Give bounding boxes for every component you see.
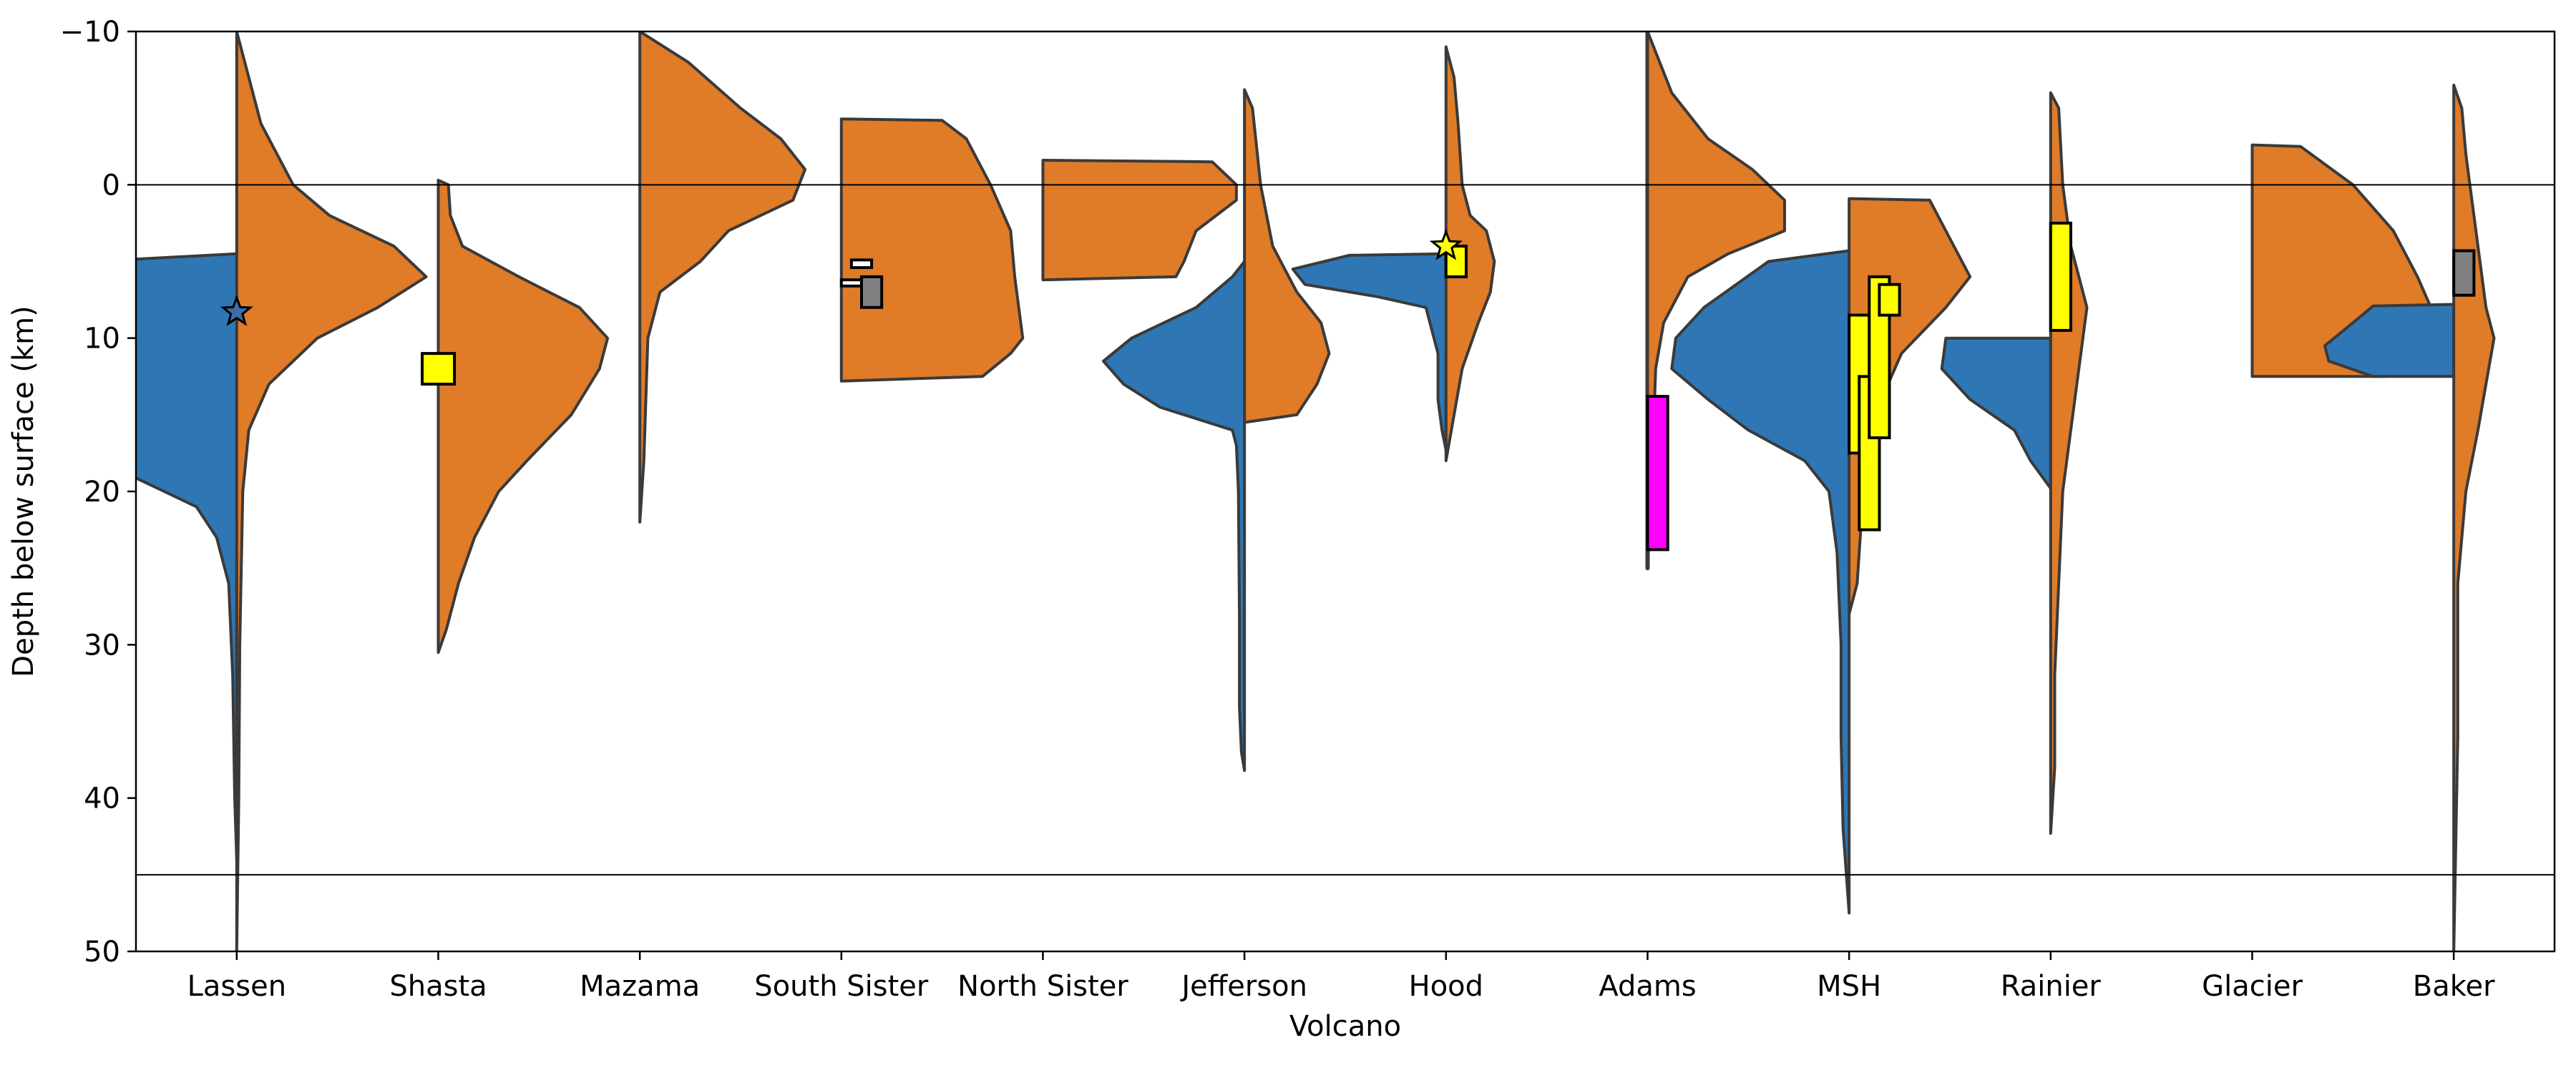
violin-shasta-right [436, 178, 610, 655]
violin-hood-right [1444, 45, 1496, 463]
y-axis: −10 0 10 20 30 40 50 [60, 16, 136, 969]
depth-box-hood-4 [1444, 245, 1468, 279]
y-tick-label: 10 [84, 323, 120, 356]
y-tick-label: 50 [84, 936, 120, 969]
depth-box-msh-9 [1878, 283, 1901, 317]
x-axis-title: Volcano [1289, 1010, 1401, 1043]
y-tick-label: 40 [84, 783, 120, 815]
violin-jefferson-right [1243, 88, 1331, 424]
y-axis-title: Depth below surface (km) [7, 305, 40, 677]
x-tick-label-msh: MSH [1817, 970, 1881, 1003]
x-tick-label-baker: Baker [2413, 970, 2495, 1003]
depth-box-shasta-0 [421, 352, 457, 386]
violin-lassen-right [235, 31, 428, 951]
star-markers [220, 228, 1463, 326]
x-tick-label-lassen: Lassen [187, 970, 286, 1003]
x-tick-label-mazama: Mazama [580, 970, 700, 1003]
star-marker-lassen [220, 294, 253, 326]
x-tick-label-jefferson: Jefferson [1179, 970, 1307, 1003]
violin-lassen-left [136, 252, 238, 861]
x-tick-label-north-sister: North Sister [957, 970, 1128, 1003]
depth-box-baker-11 [2452, 249, 2476, 297]
y-tick-label: 20 [84, 476, 120, 509]
violin-north-sister-right [1041, 159, 1238, 282]
x-tick-label-rainier: Rainier [2001, 970, 2102, 1003]
violin-mazama-right [638, 31, 807, 524]
violins-layer [136, 31, 2496, 951]
y-tick-label: 0 [102, 169, 120, 202]
x-tick-label-adams: Adams [1599, 970, 1696, 1003]
depth-box-rainier-10 [2049, 221, 2073, 332]
y-tick-label: −10 [60, 16, 120, 49]
x-tick-label-shasta: Shasta [389, 970, 487, 1003]
violin-jefferson-left [1102, 260, 1246, 773]
violin-baker-right [2452, 84, 2496, 951]
depth-box-adams-5 [1646, 395, 1669, 552]
y-tick-label: 30 [84, 629, 120, 662]
x-axis: Lassen Shasta Mazama South Sister North Sist… [187, 951, 2495, 1003]
depth-box-south-sister-3 [860, 275, 884, 309]
x-tick-label-south-sister: South Sister [754, 970, 929, 1003]
x-tick-label-hood: Hood [1409, 970, 1483, 1003]
violin-msh-left [1670, 249, 1851, 915]
depth-range-boxes [421, 221, 2476, 552]
star-marker-hood [1429, 228, 1463, 260]
x-tick-label-glacier: Glacier [2202, 970, 2303, 1003]
reference-lines [136, 184, 2555, 876]
depth-box-south-sister-1 [849, 258, 874, 270]
